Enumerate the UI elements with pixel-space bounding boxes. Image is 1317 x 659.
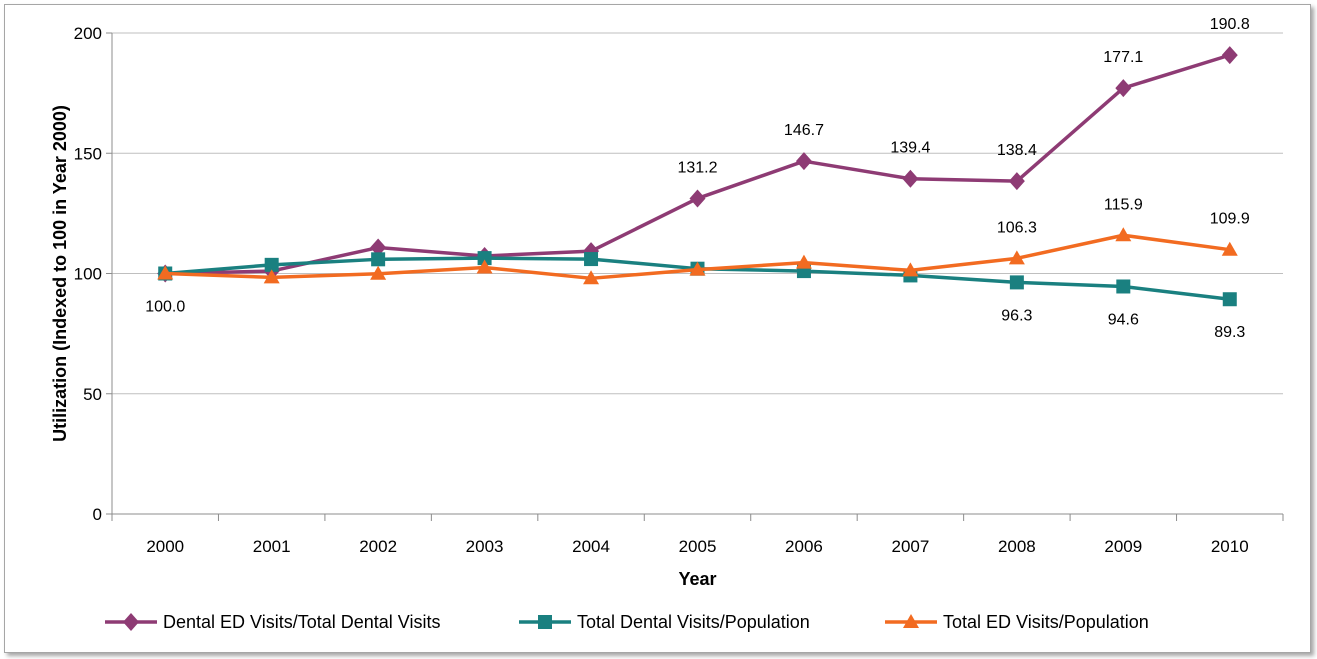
gridlines: [112, 32, 1283, 395]
data-point: [1221, 46, 1238, 65]
y-tick-labels: 0 50 100 150 200: [74, 24, 102, 524]
data-point: [689, 261, 706, 276]
y-tick-label: 50: [83, 385, 102, 404]
legend-marker: [903, 614, 919, 628]
x-tick-label: 2010: [1211, 537, 1249, 556]
data-point: [477, 251, 492, 266]
data-label: 94.6: [1108, 311, 1139, 328]
y-tick-label: 150: [74, 144, 102, 163]
axes: [106, 32, 1284, 521]
data-label: 177.1: [1103, 49, 1143, 66]
legend: Dental ED Visits/Total Dental Visits Tota…: [105, 612, 1149, 632]
legend-item: Dental ED Visits/Total Dental Visits: [105, 612, 440, 632]
data-point: [157, 265, 174, 280]
data-point: [583, 242, 600, 261]
legend-label: Dental ED Visits/Total Dental Visits: [163, 612, 440, 632]
legend-label: Total Dental Visits/Population: [577, 612, 810, 632]
y-tick-label: 100: [74, 265, 102, 284]
data-label: 131.2: [677, 159, 717, 176]
data-label: 115.9: [1104, 196, 1143, 213]
data-point: [370, 238, 387, 257]
x-tick-label: 2004: [572, 537, 610, 556]
data-point: [902, 262, 919, 277]
data-labels: 131.2 146.7 139.4 138.4 177.1 190.8 100.0 96.3 9…: [145, 16, 1250, 341]
x-tick-label: 2002: [359, 537, 397, 556]
data-label: 139.4: [890, 140, 930, 157]
data-point: [583, 270, 600, 285]
data-label: 96.3: [1001, 307, 1032, 324]
data-label: 106.3: [997, 219, 1037, 236]
data-point: [1009, 275, 1024, 290]
x-tick-label: 2007: [891, 537, 929, 556]
y-tick-label: 0: [93, 505, 102, 524]
x-tick-label: 2006: [785, 537, 823, 556]
x-tick-label: 2001: [253, 537, 291, 556]
data-point: [1221, 241, 1238, 256]
x-tick-label: 2005: [679, 537, 717, 556]
series-triangle: [157, 227, 1238, 285]
legend-marker: [123, 613, 139, 631]
data-point: [476, 259, 493, 274]
y-tick-label: 200: [74, 24, 102, 43]
x-tick-label: 2009: [1104, 537, 1142, 556]
data-point: [1222, 292, 1237, 307]
legend-item: Total Dental Visits/Population: [519, 612, 810, 632]
data-point: [264, 257, 279, 272]
data-point: [1116, 279, 1131, 294]
data-label: 190.8: [1210, 16, 1250, 33]
data-point: [1008, 172, 1025, 191]
data-point: [902, 169, 919, 188]
data-point: [689, 189, 706, 208]
x-axis-title: Year: [678, 569, 716, 589]
legend-label: Total ED Visits/Population: [943, 612, 1149, 632]
legend-item: Total ED Visits/Population: [885, 612, 1149, 632]
data-point: [371, 252, 386, 267]
data-point: [1115, 79, 1132, 98]
legend-marker: [538, 615, 552, 629]
data-point: [370, 265, 387, 280]
data-point: [795, 152, 812, 171]
data-point: [795, 254, 812, 269]
data-point: [584, 252, 599, 267]
data-point: [263, 269, 280, 284]
series-lines: [157, 46, 1238, 307]
x-tick-labels: 2000 2001 2002 2003 2004 2005 2006 2007 2008 2009…: [146, 537, 1248, 556]
x-tick-label: 2008: [998, 537, 1036, 556]
data-label: 100.0: [145, 299, 185, 316]
data-point: [1008, 250, 1025, 265]
data-label: 146.7: [784, 122, 824, 139]
data-label: 89.3: [1214, 324, 1245, 341]
y-axis-title: Utilization (Indexed to 100 in Year 2000…: [50, 105, 70, 442]
data-label: 138.4: [997, 142, 1037, 159]
x-tick-label: 2003: [466, 537, 504, 556]
data-point: [1115, 227, 1132, 242]
x-tick-label: 2000: [146, 537, 184, 556]
data-label: 109.9: [1210, 211, 1250, 228]
